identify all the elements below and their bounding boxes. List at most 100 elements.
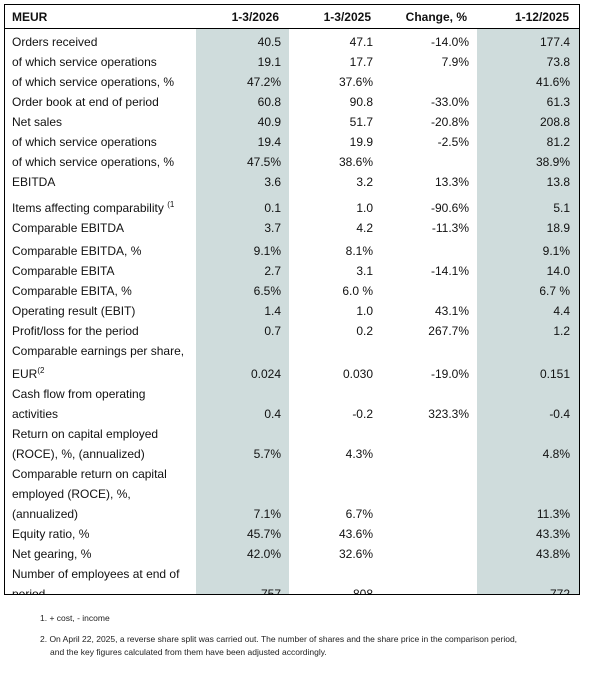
- value-change: 43.1%: [434, 304, 469, 318]
- value-q1-2025: 808: [352, 587, 373, 595]
- value-fy-2025: 9.1%: [477, 238, 579, 261]
- row-label-text: Comparable return on capital employed (R…: [12, 467, 167, 521]
- row-label: of which service operations, %: [5, 72, 196, 92]
- value-q1-2026: 3.7: [196, 218, 289, 238]
- value-q1-2026: 47.5%: [196, 152, 289, 172]
- row-label-text: Return on capital employed (ROCE), %, (a…: [12, 427, 159, 461]
- value-q1-2025: 51.7: [349, 115, 373, 129]
- footnote-ref: (2: [37, 366, 45, 375]
- key-figures-table: MEUR 1-3/2026 1-3/2025 Change, % 1-12/20…: [5, 5, 579, 595]
- header-change: Change, %: [381, 5, 477, 29]
- table-row: Operating result (EBIT) 1.4 1.0 43.1% 4.4: [5, 301, 579, 321]
- header-fy-2025: 1-12/2025: [477, 5, 579, 29]
- value-q1-2026: 19.1: [196, 52, 289, 72]
- value-fy-2025: 13.8: [477, 172, 579, 192]
- row-label: Comparable earnings per share, EUR(2: [5, 341, 196, 384]
- value-q1-2025: 17.7: [349, 55, 373, 69]
- table-row: Comparable EBITDA, % 9.1% 8.1% 9.1%: [5, 238, 579, 261]
- value-fy-2025: 14.0: [477, 261, 579, 281]
- value-change: [381, 464, 477, 524]
- value-change: -2.5%: [437, 135, 469, 149]
- value-fy-2025: 61.3: [477, 92, 579, 112]
- row-label-text: Comparable EBITDA, %: [12, 244, 142, 258]
- row-label: Comparable EBITA, %: [5, 281, 196, 301]
- value-q1-2025: -0.2: [352, 407, 373, 421]
- value-fy-2025: 1.2: [477, 321, 579, 341]
- row-label: Items affecting comparability (1: [5, 192, 196, 218]
- value-q1-2025: 19.9: [349, 135, 373, 149]
- value-fy-2025: 772: [477, 564, 579, 594]
- value-change: 323.3%: [428, 407, 469, 421]
- row-label: Net gearing, %: [5, 544, 196, 564]
- value-q1-2025: 3.2: [356, 175, 373, 189]
- row-label: Comparable EBITDA, %: [5, 238, 196, 261]
- value-q1-2026: 2.7: [196, 261, 289, 281]
- value-q1-2025: 0.030: [342, 367, 373, 381]
- row-label-text: Orders received: [12, 35, 98, 49]
- value-change: 7.9%: [441, 55, 469, 69]
- value-q1-2025: 1.0: [356, 304, 373, 318]
- value-fy-2025: 43.3%: [477, 524, 579, 544]
- value-q1-2026: 0.024: [196, 341, 289, 384]
- value-q1-2025: 32.6%: [338, 547, 373, 561]
- value-q1-2025: 47.1: [349, 35, 373, 49]
- value-change: -19.0%: [430, 367, 469, 381]
- row-label: Order book at end of period: [5, 92, 196, 112]
- row-label: Profit/loss for the period: [5, 321, 196, 341]
- value-q1-2026: 47.2%: [196, 72, 289, 92]
- row-label: Operating result (EBIT): [5, 301, 196, 321]
- row-label-text: Comparable EBITA: [12, 264, 115, 278]
- value-q1-2025: 6.7%: [345, 507, 373, 521]
- value-q1-2026: 0.4: [196, 384, 289, 424]
- table-row: Order book at end of period 60.8 90.8 -33.0…: [5, 92, 579, 112]
- row-label-text: Order book at end of period: [12, 95, 159, 109]
- value-fy-2025: -0.4: [477, 384, 579, 424]
- value-change: -14.0%: [430, 35, 469, 49]
- row-label: of which service operations: [5, 132, 196, 152]
- value-q1-2026: 757: [196, 564, 289, 594]
- value-q1-2025: 6.0 %: [342, 284, 373, 298]
- value-q1-2025: 0.2: [356, 324, 373, 338]
- value-change: -33.0%: [430, 95, 469, 109]
- value-fy-2025: 177.4: [477, 28, 579, 52]
- value-fy-2025: 5.1: [477, 192, 579, 218]
- table-row: Comparable earnings per share, EUR(2 0.02…: [5, 341, 579, 384]
- row-label: Cash flow from operating activities: [5, 384, 196, 424]
- value-q1-2025: 3.1: [356, 264, 373, 278]
- table-row: Profit/loss for the period 0.7 0.2 267.7% 1.…: [5, 321, 579, 341]
- row-label: Net sales: [5, 112, 196, 132]
- value-q1-2025: 37.6%: [338, 75, 373, 89]
- table-row: Comparable EBITDA 3.7 4.2 -11.3% 18.9: [5, 218, 579, 238]
- value-change: [381, 564, 477, 594]
- value-q1-2025: 1.0: [356, 201, 373, 215]
- value-change: 267.7%: [428, 324, 469, 338]
- row-label: EBITDA: [5, 172, 196, 192]
- header-q1-2025: 1-3/2025: [289, 5, 381, 29]
- table-row: of which service operations, % 47.5% 38.6%…: [5, 152, 579, 172]
- value-q1-2026: 7.1%: [196, 464, 289, 524]
- row-label-text: Equity ratio, %: [12, 527, 90, 541]
- value-q1-2026: 40.9: [196, 112, 289, 132]
- footnotes: 1. + cost, - income 2. On April 22, 2025…: [40, 612, 520, 667]
- table-row: Number of employees at end of period 757 8…: [5, 564, 579, 595]
- row-label-text: Comparable EBITA, %: [12, 284, 132, 298]
- table-row: of which service operations 19.4 19.9 -2.5%…: [5, 132, 579, 152]
- value-q1-2025: 90.8: [349, 95, 373, 109]
- value-change: [381, 281, 477, 301]
- value-change: [381, 424, 477, 464]
- value-fy-2025: 208.8: [477, 112, 579, 132]
- value-q1-2025: 38.6%: [338, 155, 373, 169]
- value-q1-2026: 6.5%: [196, 281, 289, 301]
- value-q1-2025: 4.2: [356, 221, 373, 235]
- key-figures-table-frame: MEUR 1-3/2026 1-3/2025 Change, % 1-12/20…: [4, 4, 580, 595]
- value-q1-2025: 4.3%: [345, 447, 373, 461]
- value-q1-2026: 0.7: [196, 321, 289, 341]
- row-label-text: of which service operations: [12, 55, 157, 69]
- row-label-text: Comparable earnings per share, EUR: [12, 344, 185, 381]
- footnote-2: 2. On April 22, 2025, a reverse share sp…: [40, 634, 518, 657]
- row-label: Comparable EBITA: [5, 261, 196, 281]
- table-header-row: MEUR 1-3/2026 1-3/2025 Change, % 1-12/20…: [5, 5, 579, 29]
- row-label-text: EBITDA: [12, 175, 56, 189]
- table-row: Return on capital employed (ROCE), %, (a…: [5, 424, 579, 464]
- value-q1-2026: 1.4: [196, 301, 289, 321]
